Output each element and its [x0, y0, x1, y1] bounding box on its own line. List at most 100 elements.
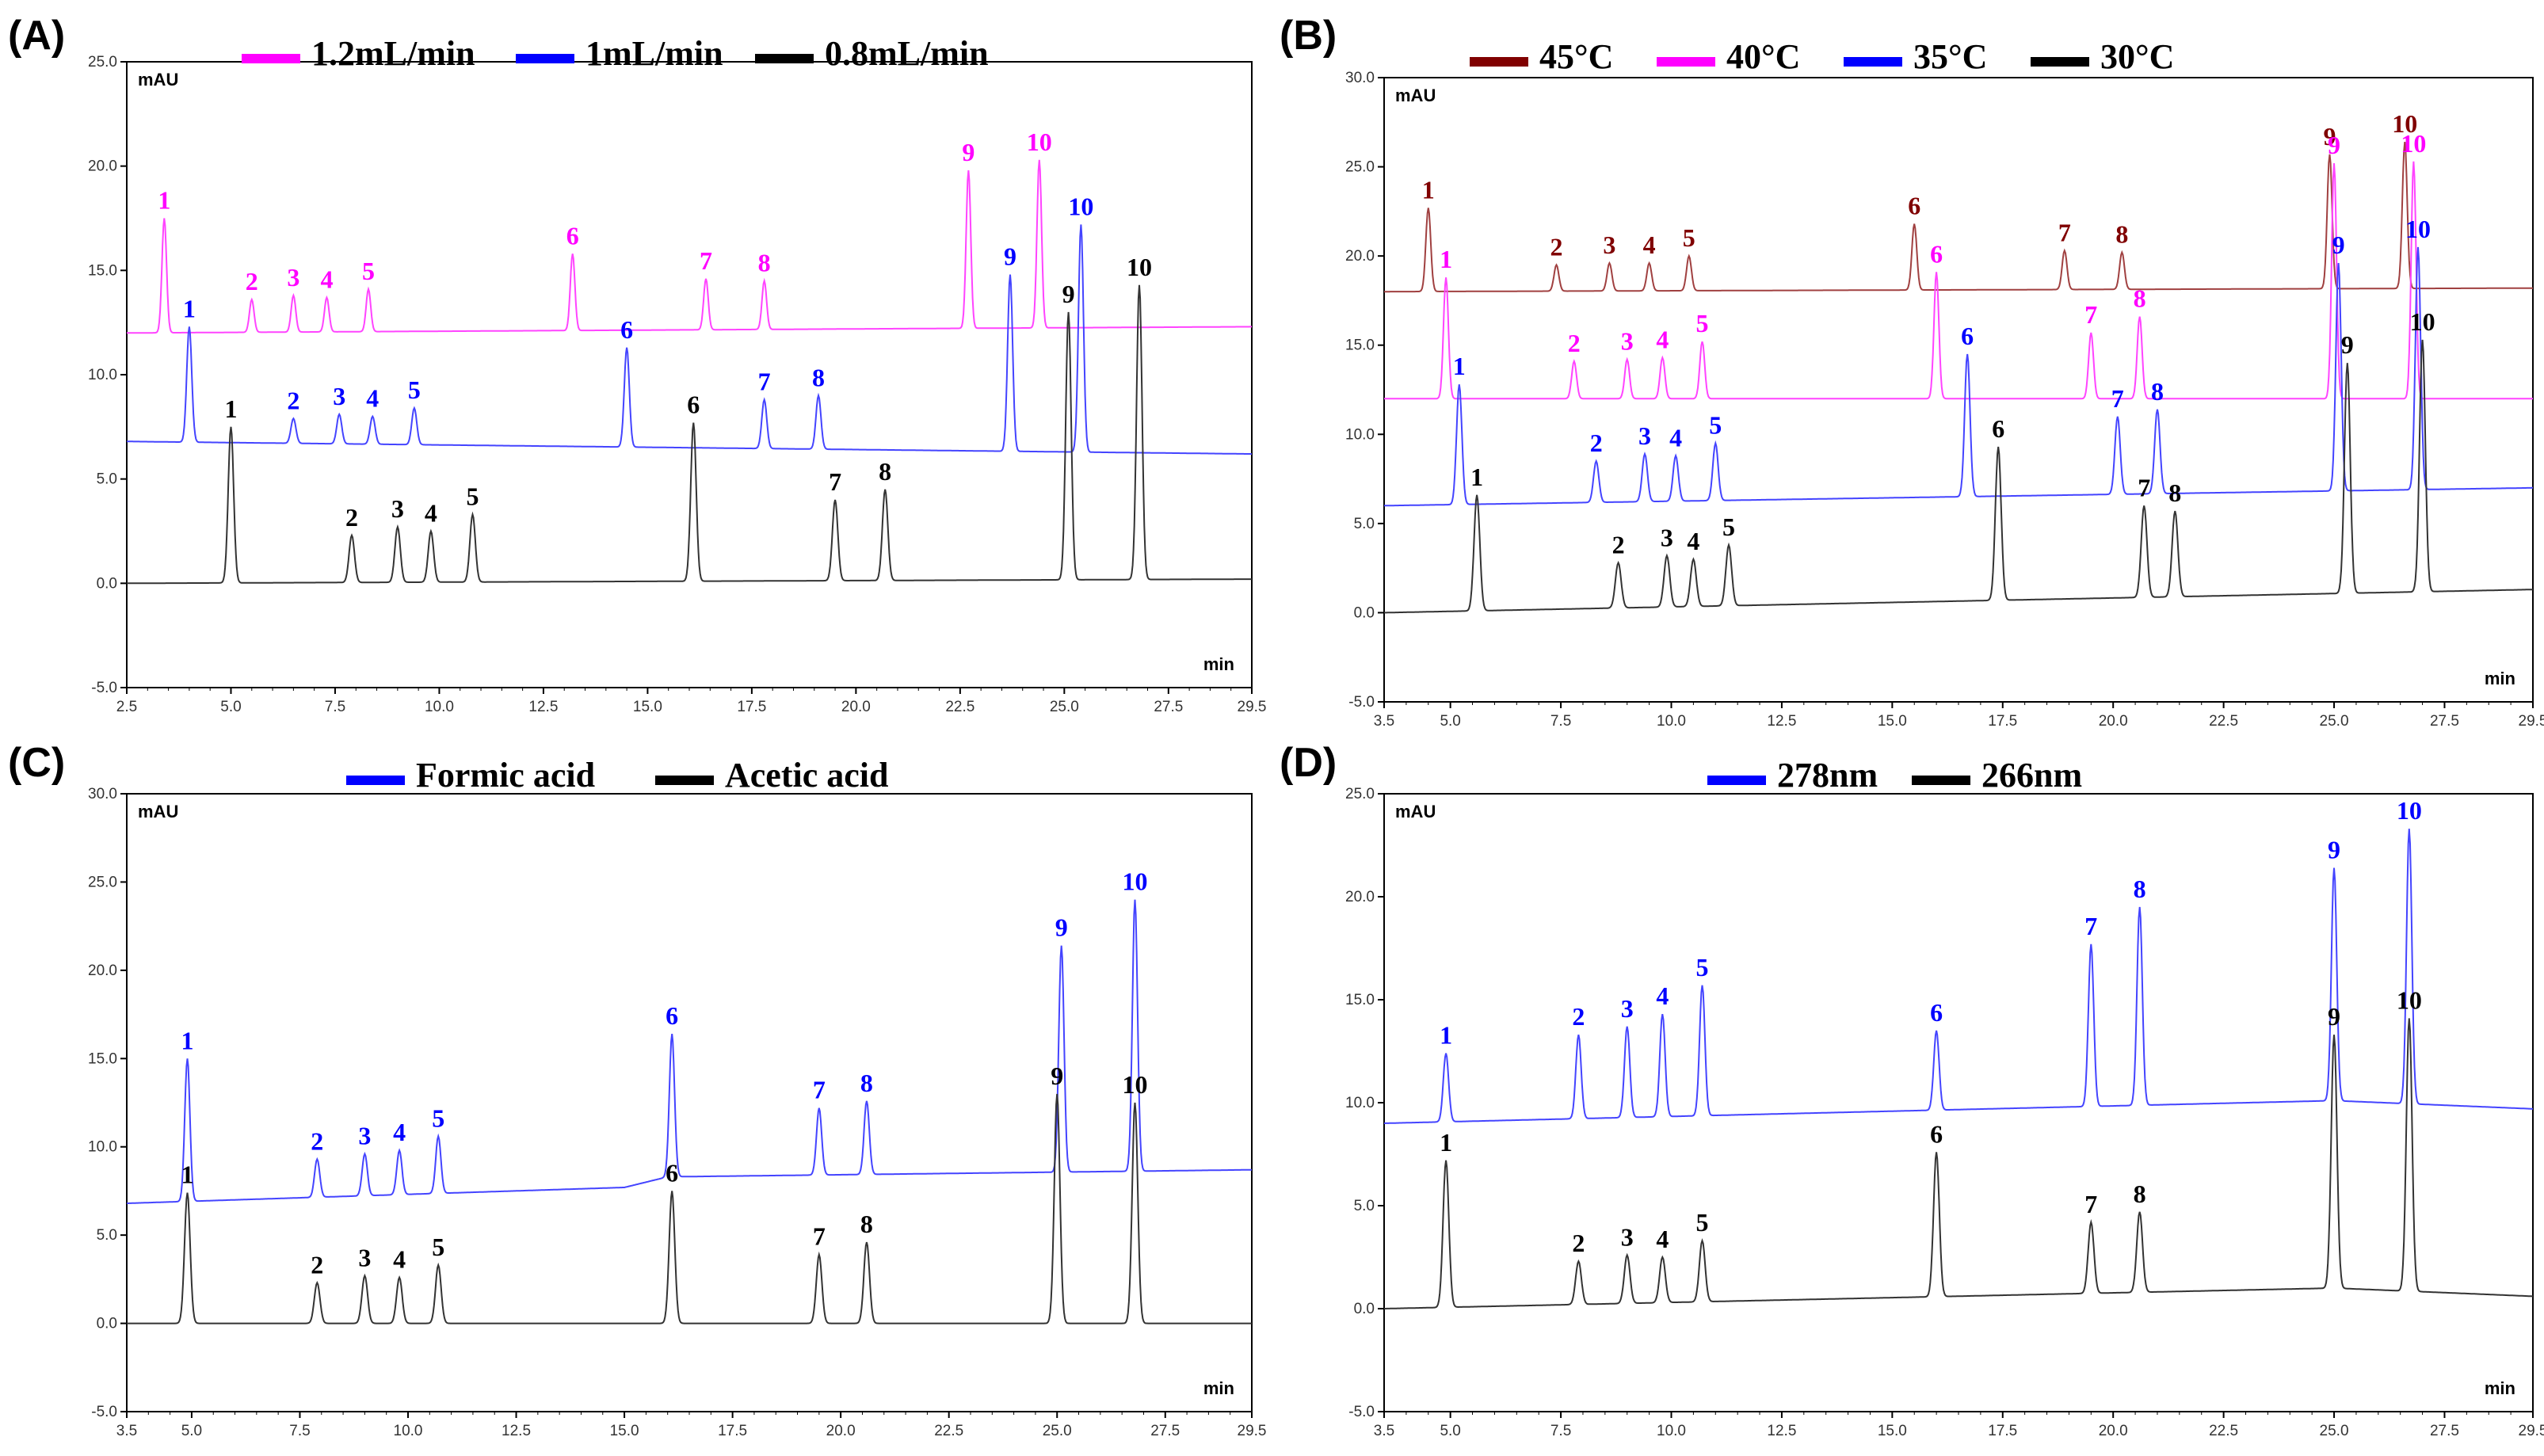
peak-label: 4: [1656, 981, 1669, 1010]
y-tick-label: 0.0: [1354, 1301, 1375, 1317]
peak-label: 5: [362, 257, 375, 285]
x-tick-label: 12.5: [502, 1423, 531, 1439]
peak-label: 2: [246, 267, 258, 295]
peak-label: 4: [1643, 231, 1656, 259]
peak-label: 2: [1590, 429, 1603, 457]
peak-label: 1: [1440, 1128, 1452, 1157]
x-tick-label: 5.0: [220, 699, 241, 715]
x-tick-label: 7.5: [1550, 713, 1571, 729]
series-line-35-c: [1384, 246, 2533, 507]
peak-label: 6: [1930, 239, 1943, 268]
legend-label: 266nm: [1981, 756, 2082, 795]
peak-label: 6: [1908, 192, 1920, 220]
x-tick-label: 12.5: [1767, 713, 1796, 729]
x-tick-label: 10.0: [394, 1423, 423, 1439]
peak-label: 7: [813, 1222, 826, 1251]
peak-label: 7: [2111, 384, 2124, 413]
x-tick-label: 3.5: [1374, 1423, 1394, 1439]
peak-label: 3: [391, 494, 404, 523]
series-line-acetic-acid: [127, 1093, 1252, 1325]
peak-label: 7: [2084, 1190, 2097, 1218]
x-tick-label: 27.5: [2430, 713, 2459, 729]
peak-label: 3: [358, 1122, 371, 1150]
peak-label: 4: [393, 1118, 406, 1146]
x-tick-label: 3.5: [116, 1423, 137, 1439]
x-tick-label: 15.0: [1878, 1423, 1907, 1439]
peak-label: 3: [358, 1243, 371, 1271]
peak-label: 7: [700, 246, 712, 275]
series-line-30-c: [1384, 339, 2533, 614]
peak-label: 7: [2084, 300, 2097, 329]
peak-label: 3: [1661, 523, 1673, 551]
legend-swatch: [755, 54, 814, 63]
x-tick-label: 2.5: [116, 699, 137, 715]
peak-label: 6: [566, 221, 579, 250]
peak-label: 4: [393, 1245, 406, 1274]
x-tick-label: 29.5: [2519, 713, 2544, 729]
peak-label: 1: [1470, 463, 1483, 491]
x-tick-label: 7.5: [1550, 1423, 1571, 1439]
peak-label: 7: [2138, 473, 2150, 501]
peak-label: 1: [181, 1161, 193, 1189]
peak-label: 3: [333, 382, 345, 410]
peak-label: 4: [425, 499, 437, 528]
x-tick-label: 25.0: [1043, 1423, 1072, 1439]
panel-label: (D): [1280, 740, 1337, 786]
legend-swatch: [655, 776, 714, 785]
y-tick-label: 0.0: [97, 1316, 117, 1332]
x-tick-label: 10.0: [1657, 1423, 1686, 1439]
y-tick-label: -5.0: [91, 1404, 117, 1420]
legend-swatch: [242, 54, 300, 63]
x-tick-label: 17.5: [718, 1423, 747, 1439]
peak-label: 3: [1603, 231, 1615, 259]
plot-frame: [1383, 793, 2534, 1412]
peak-label: 8: [2115, 220, 2128, 249]
legend-label: 1.2mL/min: [311, 34, 475, 73]
peak-label: 4: [320, 265, 333, 294]
legend-swatch: [1844, 57, 1902, 67]
peak-label: 1: [181, 1026, 193, 1054]
series-line-278nm: [1384, 829, 2533, 1124]
legend-label: 40°C: [1726, 37, 1800, 76]
peak-label: 2: [1612, 530, 1625, 558]
x-tick-label: 7.5: [325, 699, 345, 715]
peak-label: 2: [1572, 1002, 1585, 1031]
x-tick-label: 22.5: [2209, 1423, 2238, 1439]
peak-label: 3: [1621, 327, 1634, 356]
peak-label: 4: [1687, 527, 1699, 555]
peak-label: 6: [666, 1158, 678, 1187]
peak-label: 6: [1930, 998, 1943, 1027]
y-tick-label: 20.0: [1345, 889, 1375, 905]
peak-label: 8: [2134, 284, 2146, 313]
series-line-1ml-min: [127, 224, 1252, 455]
peak-label: 1: [224, 394, 237, 423]
x-tick-label: 22.5: [2209, 713, 2238, 729]
x-tick-label: 20.0: [826, 1423, 856, 1439]
y-tick-label: 0.0: [97, 575, 117, 592]
y-tick-label: 5.0: [1354, 1198, 1375, 1214]
peak-label: 10: [1127, 253, 1152, 281]
peak-label: 2: [287, 386, 299, 414]
chart-panel-c: (C) -5.0 0.0 5.0 10.0 15.0 20.0 25.0 30.0 3.5 5.0 7…: [8, 740, 1266, 1439]
x-tick-label: 25.0: [1050, 699, 1079, 715]
x-tick-label: 17.5: [737, 699, 766, 715]
y-tick-label: 25.0: [1345, 786, 1375, 802]
x-tick-label: 3.5: [1374, 713, 1394, 729]
y-tick-label: 15.0: [88, 1050, 117, 1067]
x-axis-unit: min: [2485, 669, 2515, 688]
x-tick-label: 20.0: [841, 699, 871, 715]
y-axis-unit: mAU: [138, 70, 178, 90]
x-tick-label: 29.5: [2519, 1423, 2544, 1439]
y-tick-label: -5.0: [1348, 694, 1375, 711]
peak-label: 8: [2151, 377, 2164, 406]
y-tick-label: 15.0: [1345, 992, 1375, 1008]
x-tick-label: 20.0: [2099, 713, 2128, 729]
series-line-0-8ml-min: [127, 284, 1252, 585]
peak-label: 6: [620, 315, 633, 344]
peak-label: 3: [1621, 1222, 1634, 1251]
x-tick-label: 5.0: [181, 1423, 202, 1439]
x-tick-label: 15.0: [610, 1423, 639, 1439]
x-tick-label: 5.0: [1440, 1423, 1460, 1439]
peak-label: 4: [1656, 1225, 1669, 1253]
